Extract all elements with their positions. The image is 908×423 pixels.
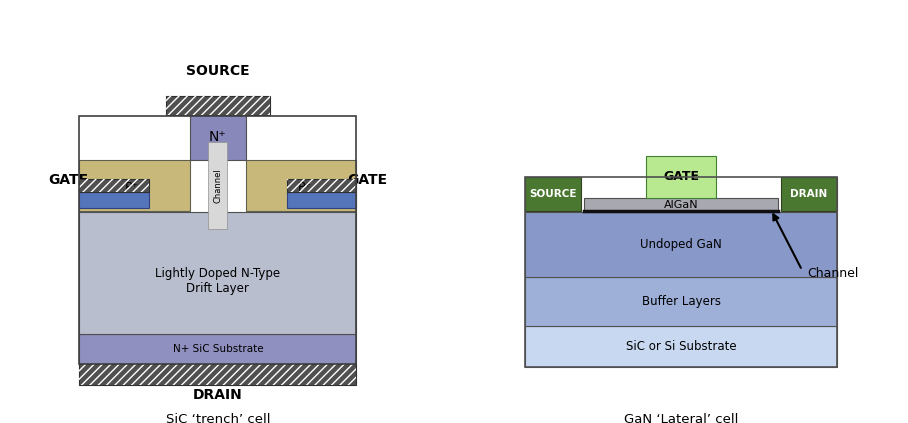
Bar (584, 198, 778, 212)
Bar (80, 179, 149, 192)
Bar (166, 96, 270, 115)
Text: GATE: GATE (48, 173, 88, 187)
Bar (287, 179, 356, 192)
Bar (525, 326, 837, 367)
Text: SOURCE: SOURCE (529, 189, 577, 199)
Text: DRAIN: DRAIN (193, 388, 242, 402)
Text: AlGaN: AlGaN (664, 200, 698, 209)
Bar (287, 179, 356, 192)
Bar (80, 364, 356, 385)
Text: SiC ‘trench’ cell: SiC ‘trench’ cell (165, 413, 271, 423)
Bar (80, 364, 356, 385)
Bar (166, 96, 270, 115)
Bar (80, 212, 356, 334)
Text: GaN ‘Lateral’ cell: GaN ‘Lateral’ cell (624, 413, 738, 423)
Text: Channel: Channel (807, 267, 859, 280)
Text: GATE: GATE (663, 170, 699, 184)
Bar (287, 192, 356, 208)
Polygon shape (245, 159, 356, 212)
Text: N⁺: N⁺ (209, 130, 227, 144)
Text: Channel: Channel (213, 168, 222, 203)
Text: SiC or Si Substrate: SiC or Si Substrate (626, 340, 736, 353)
Bar (525, 277, 837, 326)
Text: Lightly Doped N-Type
Drift Layer: Lightly Doped N-Type Drift Layer (155, 267, 281, 295)
Bar (209, 142, 227, 229)
Text: SOURCE: SOURCE (186, 64, 250, 78)
Bar (80, 179, 149, 192)
Text: GATE: GATE (348, 173, 388, 187)
Bar (525, 177, 837, 367)
Bar (80, 192, 149, 208)
Bar (646, 156, 716, 198)
Text: P⁺: P⁺ (298, 181, 311, 194)
Text: N+ SiC Substrate: N+ SiC Substrate (173, 344, 263, 354)
Polygon shape (80, 159, 191, 212)
Bar (80, 334, 356, 364)
Bar (782, 177, 837, 212)
Bar (191, 115, 245, 159)
Bar (80, 116, 356, 364)
Bar (525, 212, 837, 277)
Text: Undoped GaN: Undoped GaN (640, 238, 722, 251)
Text: Buffer Layers: Buffer Layers (641, 295, 721, 308)
Text: DRAIN: DRAIN (791, 189, 828, 199)
Text: P⁺: P⁺ (124, 181, 138, 194)
Bar (525, 177, 580, 212)
